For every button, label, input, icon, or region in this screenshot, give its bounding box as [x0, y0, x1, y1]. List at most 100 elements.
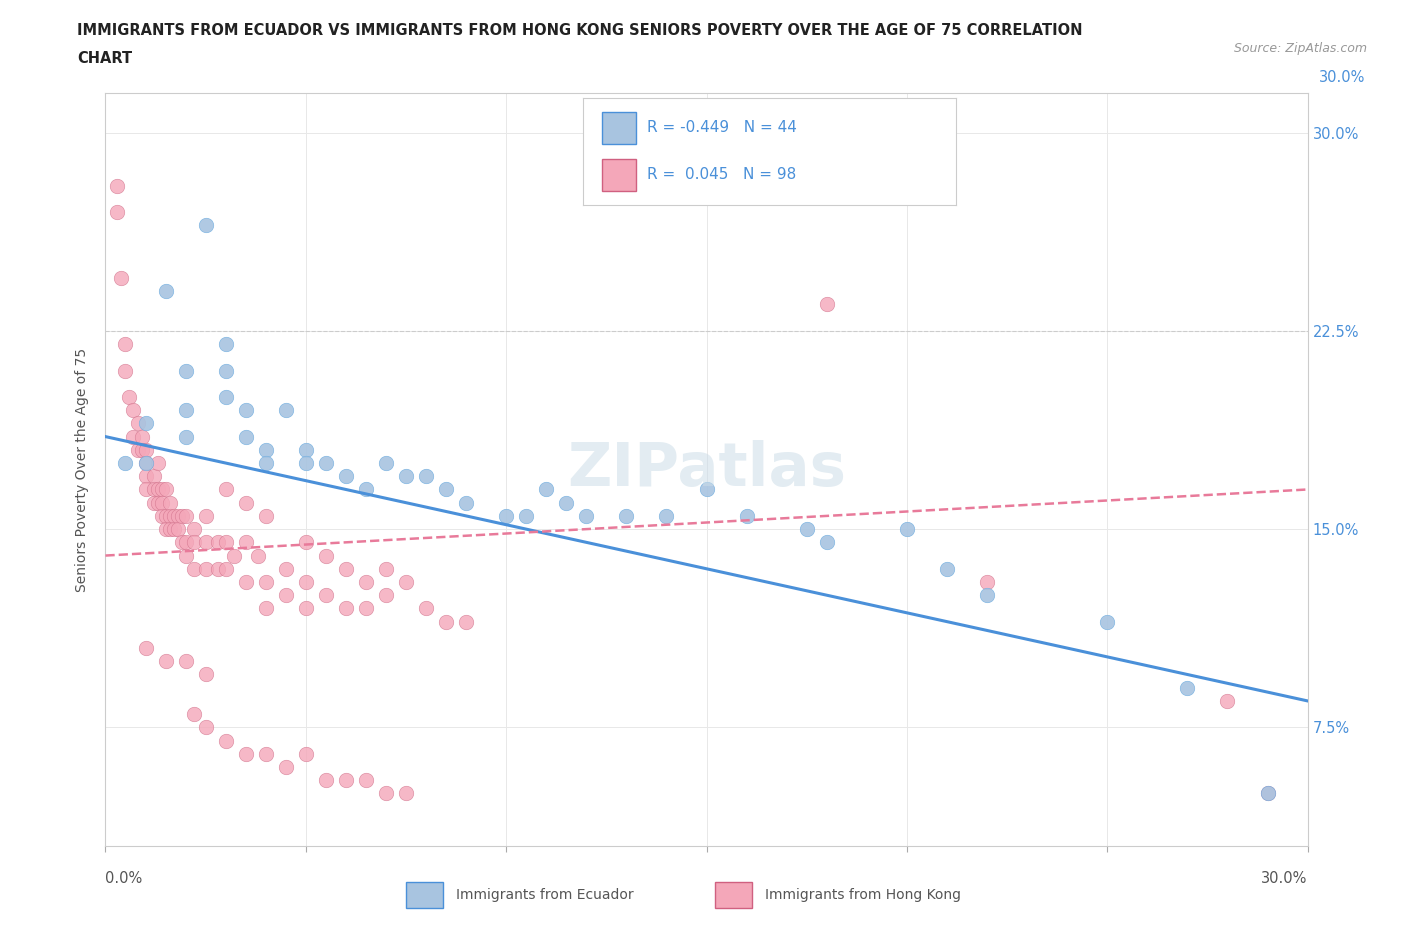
- Point: [155, 654, 177, 669]
- Point: [395, 575, 418, 590]
- Point: [135, 641, 157, 656]
- Point: [374, 786, 398, 801]
- Point: [1257, 786, 1279, 801]
- Point: [354, 575, 377, 590]
- Point: [214, 733, 236, 748]
- Text: ZIPatlas: ZIPatlas: [567, 440, 846, 499]
- Point: [335, 773, 357, 788]
- Point: [495, 509, 517, 524]
- Point: [150, 509, 173, 524]
- Point: [274, 403, 297, 418]
- Point: [254, 747, 277, 762]
- Point: [142, 496, 165, 511]
- Point: [150, 482, 173, 497]
- Point: [1257, 786, 1279, 801]
- Point: [146, 496, 169, 511]
- Point: [194, 720, 217, 735]
- Point: [254, 601, 277, 616]
- Point: [194, 509, 217, 524]
- Point: [107, 178, 129, 193]
- Point: [274, 760, 297, 775]
- Point: [166, 509, 188, 524]
- Point: [174, 535, 197, 550]
- Point: [155, 284, 177, 299]
- Point: [454, 614, 477, 629]
- Point: [127, 416, 149, 431]
- Point: [174, 429, 197, 444]
- Text: R = -0.449   N = 44: R = -0.449 N = 44: [647, 120, 797, 135]
- Point: [122, 429, 145, 444]
- Point: [142, 482, 165, 497]
- Point: [815, 535, 838, 550]
- Text: R =  0.045   N = 98: R = 0.045 N = 98: [647, 167, 796, 182]
- Point: [131, 443, 153, 458]
- Point: [135, 469, 157, 484]
- Point: [235, 429, 257, 444]
- Bar: [716, 883, 752, 908]
- Point: [194, 562, 217, 577]
- Point: [295, 747, 318, 762]
- Point: [555, 496, 578, 511]
- Point: [183, 707, 205, 722]
- Point: [1097, 614, 1119, 629]
- Point: [395, 786, 418, 801]
- Point: [575, 509, 598, 524]
- Point: [235, 575, 257, 590]
- Point: [796, 522, 818, 537]
- Point: [174, 509, 197, 524]
- Point: [155, 482, 177, 497]
- Point: [354, 773, 377, 788]
- Point: [214, 535, 236, 550]
- Point: [214, 363, 236, 378]
- Point: [295, 456, 318, 471]
- Point: [254, 509, 277, 524]
- Point: [166, 522, 188, 537]
- Point: [254, 456, 277, 471]
- Y-axis label: Seniors Poverty Over the Age of 75: Seniors Poverty Over the Age of 75: [76, 348, 90, 591]
- Point: [246, 548, 269, 563]
- Point: [274, 562, 297, 577]
- Point: [374, 456, 398, 471]
- Point: [114, 337, 136, 352]
- Text: Immigrants from Ecuador: Immigrants from Ecuador: [456, 888, 633, 902]
- Point: [395, 469, 418, 484]
- Point: [194, 46, 217, 60]
- Point: [150, 496, 173, 511]
- Point: [170, 535, 193, 550]
- Point: [214, 482, 236, 497]
- Point: [114, 363, 136, 378]
- Point: [696, 482, 718, 497]
- Point: [183, 535, 205, 550]
- Point: [374, 562, 398, 577]
- Point: [183, 562, 205, 577]
- Bar: [602, 112, 636, 143]
- Point: [415, 601, 437, 616]
- Point: [976, 588, 998, 603]
- Point: [159, 522, 181, 537]
- Point: [174, 363, 197, 378]
- Point: [655, 509, 678, 524]
- Point: [222, 548, 245, 563]
- Point: [155, 509, 177, 524]
- Point: [135, 456, 157, 471]
- Point: [235, 535, 257, 550]
- Point: [174, 654, 197, 669]
- Point: [254, 575, 277, 590]
- Text: 30.0%: 30.0%: [1261, 871, 1308, 886]
- Point: [214, 390, 236, 405]
- Point: [118, 390, 141, 405]
- Point: [735, 509, 758, 524]
- Point: [434, 482, 457, 497]
- Point: [122, 403, 145, 418]
- Point: [194, 218, 217, 232]
- Point: [214, 562, 236, 577]
- Point: [434, 614, 457, 629]
- Point: [155, 522, 177, 537]
- Point: [335, 601, 357, 616]
- Point: [354, 482, 377, 497]
- Point: [146, 482, 169, 497]
- Point: [295, 443, 318, 458]
- Point: [146, 456, 169, 471]
- Point: [135, 443, 157, 458]
- Point: [174, 548, 197, 563]
